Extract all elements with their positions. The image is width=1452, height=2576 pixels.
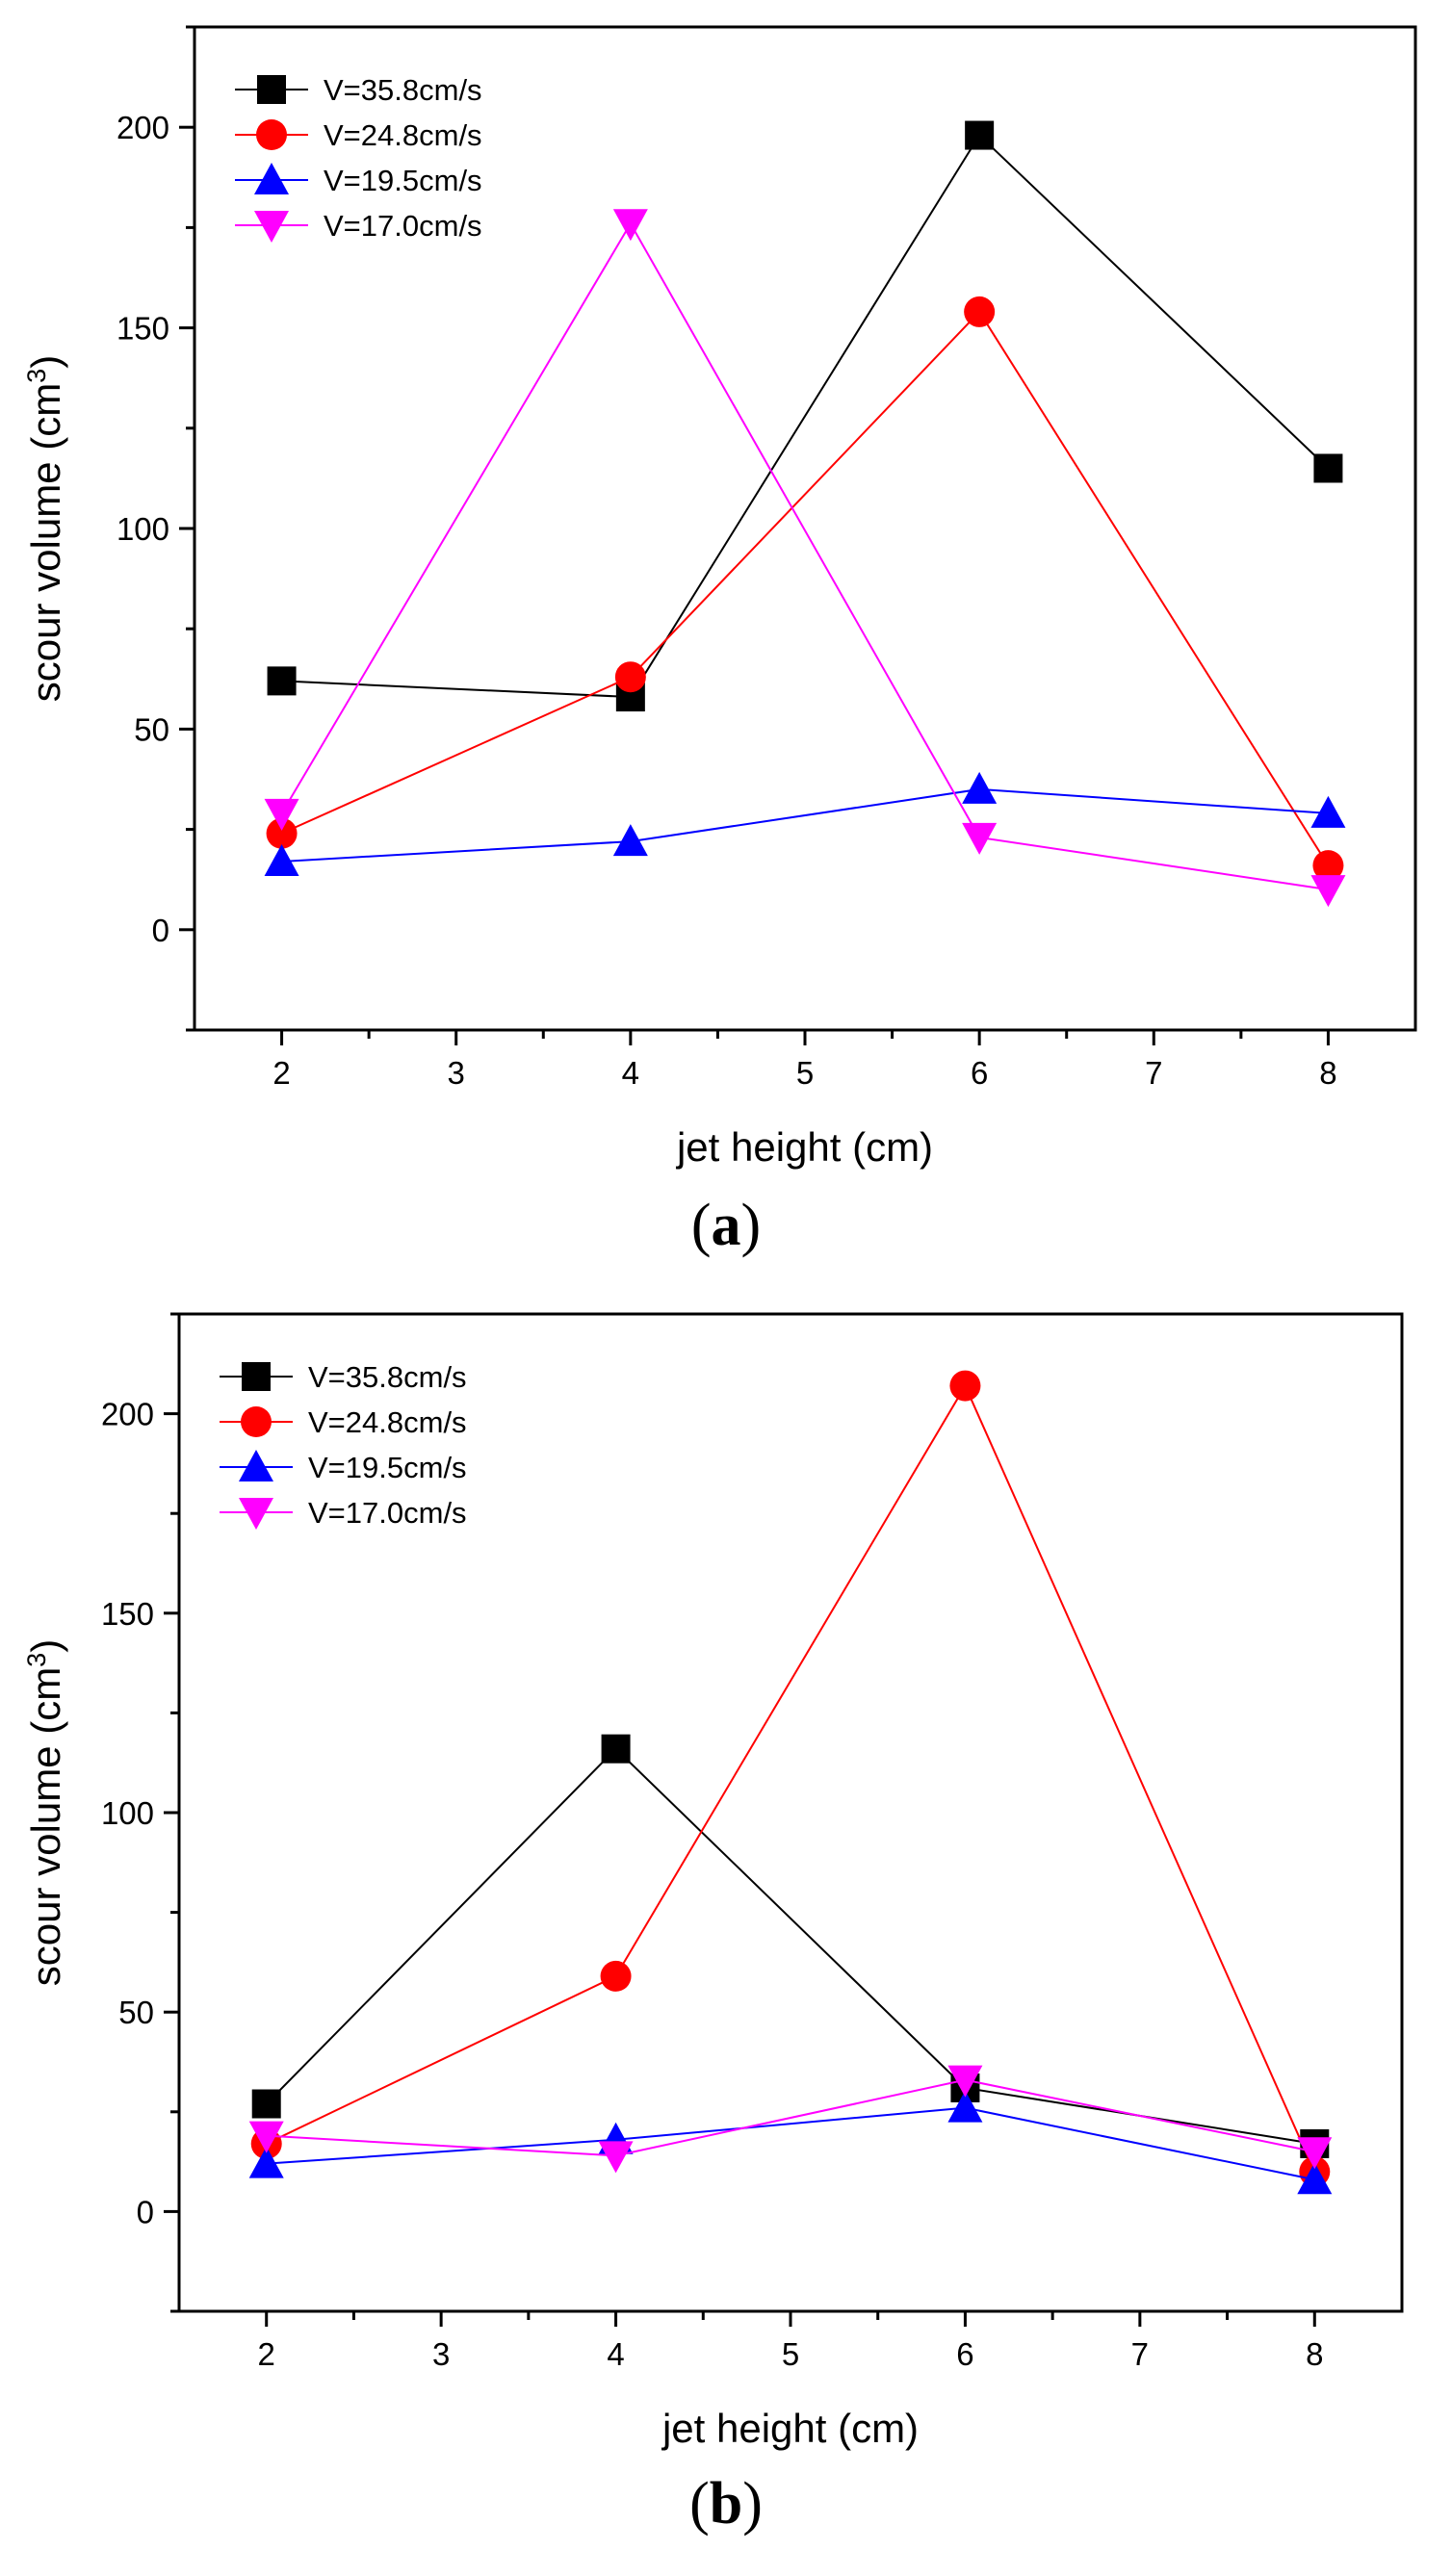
legend-marker: [254, 163, 289, 194]
x-tick-label: 8: [1306, 2336, 1323, 2372]
y-tick-label: 150: [101, 1596, 154, 1632]
x-tick-label: 5: [796, 1055, 814, 1091]
y-axis-title: scour volume (cm3): [22, 1639, 68, 1986]
y-tick-label: 50: [134, 711, 169, 747]
series-V=24.8cm/s: [250, 1370, 1331, 2187]
x-tick-label: 2: [272, 1055, 290, 1091]
series-line: [281, 133, 1330, 699]
legend-marker: [239, 1498, 273, 1530]
y-tick-label: 100: [101, 1795, 154, 1831]
data-point: [267, 666, 297, 696]
legend: V=35.8cm/s V=24.8cm/s V=19.5cm/s V=17.0cm/s: [235, 73, 482, 243]
data-point: [600, 1960, 632, 1992]
data-point: [598, 2141, 634, 2174]
legend-label: V=17.0cm/s: [324, 209, 482, 243]
x-tick-label: 6: [956, 2336, 973, 2372]
x-tick-label: 7: [1145, 1055, 1162, 1091]
legend-marker: [256, 119, 287, 150]
series-V=19.5cm/s: [264, 771, 1346, 876]
legend-label: V=24.8cm/s: [308, 1405, 467, 1439]
data-point: [264, 798, 299, 831]
data-point: [612, 209, 648, 242]
data-point: [251, 2089, 281, 2119]
legend-label: V=19.5cm/s: [324, 164, 482, 197]
data-point: [1310, 875, 1346, 908]
x-tick-label: 4: [622, 1055, 639, 1091]
legend-marker: [257, 75, 286, 104]
series-V=35.8cm/s: [251, 1734, 1330, 2158]
series-V=24.8cm/s: [266, 296, 1344, 882]
data-point: [949, 1370, 981, 1402]
x-tick-label: 3: [432, 2336, 450, 2372]
series-line: [281, 310, 1330, 866]
data-point: [614, 661, 646, 693]
x-tick-label: 7: [1131, 2336, 1149, 2372]
x-tick-label: 4: [607, 2336, 624, 2372]
data-point: [947, 2065, 983, 2098]
data-point: [962, 822, 998, 855]
legend: V=35.8cm/s V=24.8cm/s V=19.5cm/s V=17.0cm/s: [220, 1360, 467, 1530]
data-point: [1297, 2137, 1333, 2170]
data-point: [1297, 2162, 1333, 2195]
data-point: [601, 1734, 631, 1764]
x-axis-title: jet height (cm): [661, 2406, 919, 2451]
data-point: [962, 771, 998, 804]
chart-a-svg: 2 3 4 5 6 7 8 0 50 100 150 200 jet height (cm) scour …: [22, 25, 1417, 1170]
chart-panel-b: 2 3 4 5 6 7 8 0 50 100 150 200 jet height (cm) scour …: [0, 1288, 1452, 2576]
legend-marker: [254, 211, 289, 243]
series-line: [266, 1383, 1316, 2173]
y-tick-label: 0: [137, 2194, 154, 2229]
x-tick-label: 6: [971, 1055, 988, 1091]
x-tick-label: 8: [1319, 1055, 1336, 1091]
data-point: [264, 843, 299, 876]
data-point: [248, 2121, 284, 2153]
y-tick-label: 100: [117, 511, 169, 547]
series-line: [266, 1747, 1315, 2145]
y-tick-label: 200: [101, 1397, 154, 1432]
series-V=19.5cm/s: [248, 2090, 1333, 2195]
data-point: [964, 296, 996, 327]
legend-label: V=17.0cm/s: [308, 1496, 467, 1530]
data-point: [965, 120, 995, 150]
x-tick-label: 5: [782, 2336, 799, 2372]
panel-label-a: (a): [690, 1193, 762, 1258]
x-tick-label: 3: [448, 1055, 465, 1091]
legend-marker: [239, 1450, 273, 1481]
data-point: [1313, 453, 1343, 483]
data-point: [947, 2090, 983, 2123]
chart-panel-a: 2 3 4 5 6 7 8 0 50 100 150 200 jet height (cm) scour …: [22, 25, 1417, 1258]
series-line: [266, 2078, 1315, 2157]
data-point: [266, 817, 298, 849]
y-tick-label: 150: [117, 311, 169, 347]
chart-b-svg: 2 3 4 5 6 7 8 0 50 100 150 200 jet height (cm) scour …: [22, 1312, 1404, 2451]
series-line: [266, 2106, 1315, 2181]
legend-label: V=35.8cm/s: [324, 73, 482, 107]
series-line: [280, 221, 1329, 891]
legend-label: V=35.8cm/s: [308, 1360, 467, 1394]
x-tick-label: 2: [258, 2336, 275, 2372]
legend-marker: [242, 1362, 271, 1391]
data-point: [612, 824, 648, 857]
y-tick-label: 200: [117, 110, 169, 145]
data-point: [1312, 850, 1344, 882]
series-V=17.0cm/s: [264, 209, 1346, 908]
x-axis-title: jet height (cm): [675, 1124, 933, 1170]
legend-marker: [241, 1406, 272, 1437]
data-point: [1310, 795, 1346, 828]
data-point: [248, 2146, 284, 2178]
legend-label: V=19.5cm/s: [308, 1451, 467, 1484]
panel-label-b: (b): [689, 2471, 763, 2537]
series-line: [281, 787, 1329, 863]
legend-label: V=24.8cm/s: [324, 118, 482, 152]
y-axis-title: scour volume (cm3): [22, 355, 68, 702]
y-tick-label: 0: [152, 913, 169, 948]
y-tick-label: 50: [118, 1995, 154, 2030]
series-V=17.0cm/s: [248, 2065, 1333, 2174]
